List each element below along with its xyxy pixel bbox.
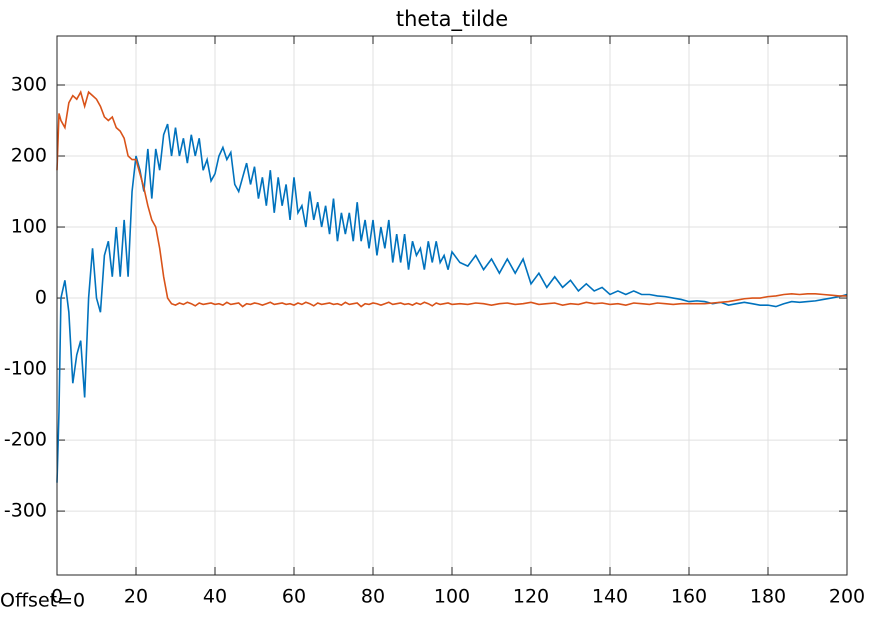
x-tick-label: 160 — [671, 586, 707, 608]
x-tick-label: 20 — [124, 586, 148, 608]
x-tick-label: 40 — [203, 586, 227, 608]
x-tick-label: 180 — [750, 586, 786, 608]
y-tick-label: -100 — [4, 358, 47, 380]
x-tick-label: 100 — [434, 586, 470, 608]
offset-label: Offset=0 — [0, 590, 85, 612]
plot-frame — [56, 35, 848, 576]
y-tick-label: -300 — [4, 500, 47, 522]
chart-title: theta_tilde — [396, 7, 508, 32]
y-tick-label: 0 — [35, 287, 47, 309]
x-tick-label: 140 — [592, 586, 628, 608]
x-tick-label: 60 — [282, 586, 306, 608]
data-line — [56, 90, 847, 308]
y-tick-label: -200 — [4, 429, 47, 451]
x-tick-label: 200 — [829, 586, 865, 608]
data-line — [56, 123, 848, 483]
y-tick-label: 300 — [11, 74, 47, 96]
y-tick-label: 200 — [11, 145, 47, 167]
y-tick-label: 100 — [11, 216, 47, 238]
x-tick-label: 0 — [51, 586, 63, 608]
x-tick-label: 80 — [361, 586, 385, 608]
x-tick-label: 120 — [513, 586, 549, 608]
